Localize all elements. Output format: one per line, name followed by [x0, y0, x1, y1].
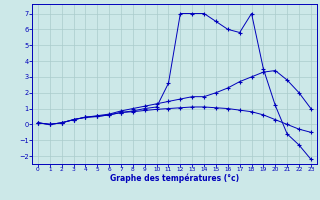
X-axis label: Graphe des températures (°c): Graphe des températures (°c)	[110, 174, 239, 183]
